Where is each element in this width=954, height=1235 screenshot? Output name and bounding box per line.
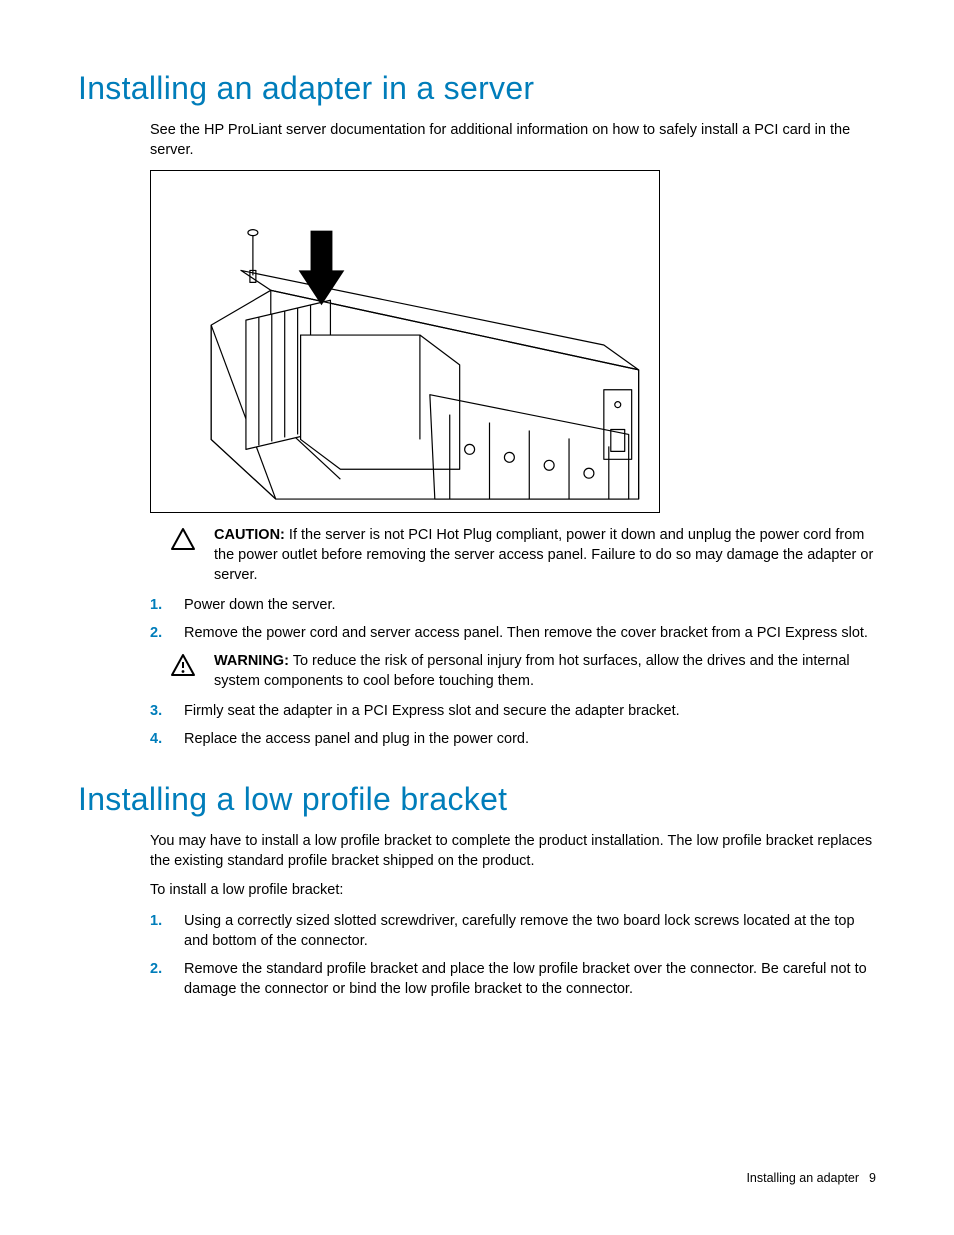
page-footer: Installing an adapter 9 [746, 1171, 876, 1185]
section1-steps: Power down the server. Remove the power … [150, 595, 876, 643]
step-item: Replace the access panel and plug in the… [150, 729, 876, 749]
step-item: Remove the power cord and server access … [150, 623, 876, 643]
warning-label: WARNING: [214, 653, 289, 669]
caution-text: CAUTION: If the server is not PCI Hot Pl… [214, 525, 876, 585]
section2-steps: Using a correctly sized slotted screwdri… [150, 911, 876, 999]
footer-section: Installing an adapter [746, 1171, 859, 1185]
footer-page-number: 9 [869, 1171, 876, 1185]
step-item: Power down the server. [150, 595, 876, 615]
section2-lead: To install a low profile bracket: [150, 881, 876, 901]
section2-heading: Installing a low profile bracket [78, 781, 876, 818]
section1-intro: See the HP ProLiant server documentation… [150, 121, 876, 160]
section1-steps-cont: Firmly seat the adapter in a PCI Express… [150, 701, 876, 749]
section1-heading: Installing an adapter in a server [78, 70, 876, 107]
caution-label: CAUTION: [214, 527, 285, 543]
caution-callout: CAUTION: If the server is not PCI Hot Pl… [170, 525, 876, 585]
caution-icon [170, 527, 200, 556]
section2-intro: You may have to install a low profile br… [150, 832, 876, 871]
warning-body: To reduce the risk of personal injury fr… [214, 653, 850, 689]
step-item: Using a correctly sized slotted screwdri… [150, 911, 876, 951]
warning-text: WARNING: To reduce the risk of personal … [214, 651, 876, 691]
warning-callout: WARNING: To reduce the risk of personal … [170, 651, 876, 691]
warning-icon [170, 653, 200, 682]
caution-body: If the server is not PCI Hot Plug compli… [214, 527, 873, 583]
server-adapter-illustration [150, 170, 660, 513]
step-item: Firmly seat the adapter in a PCI Express… [150, 701, 876, 721]
step-item: Remove the standard profile bracket and … [150, 959, 876, 999]
